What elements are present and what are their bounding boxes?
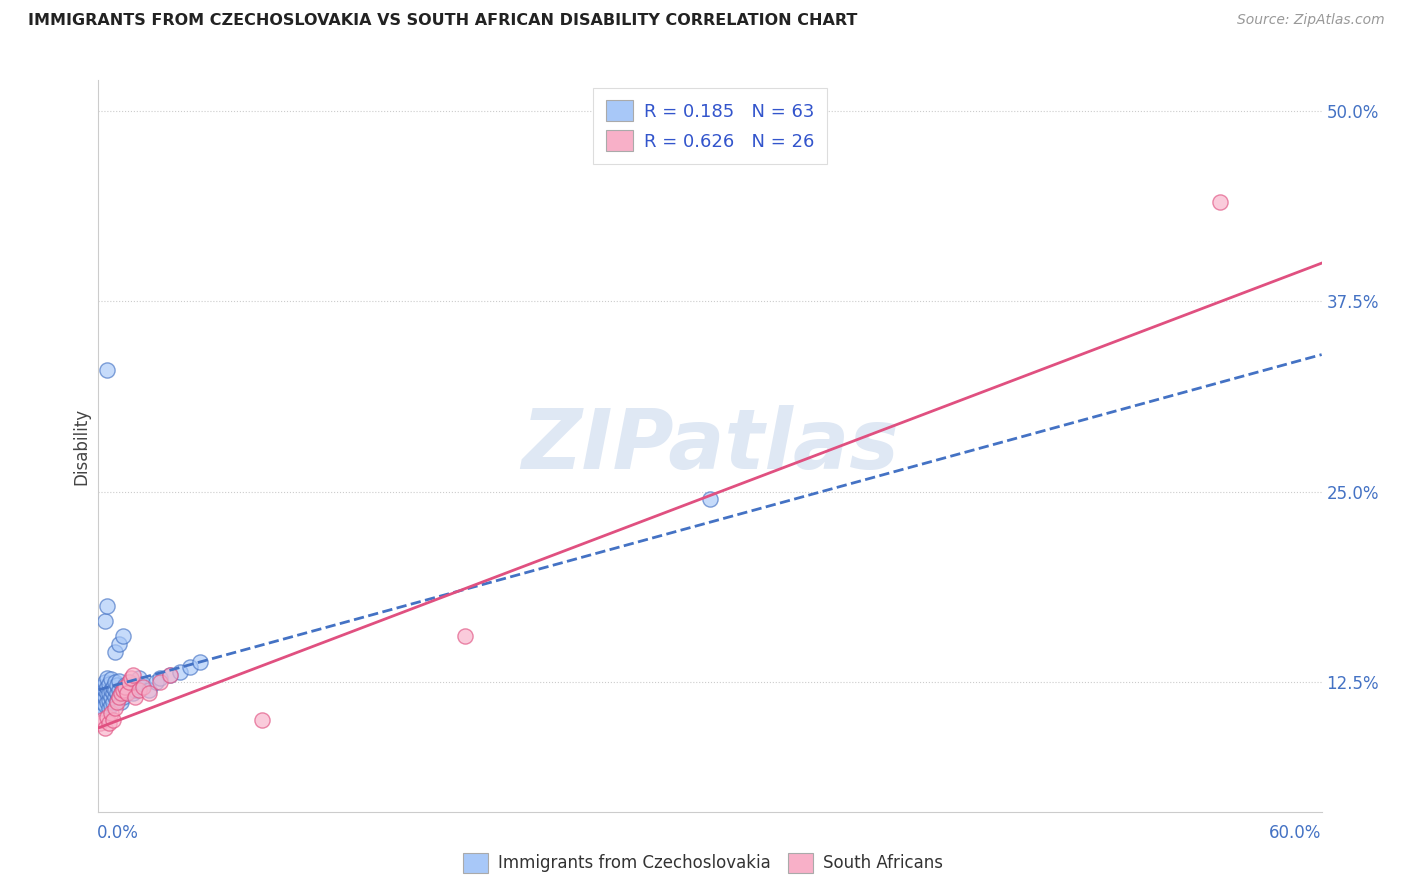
Point <box>128 671 150 685</box>
Point <box>454 630 477 644</box>
Point <box>105 678 128 692</box>
Point <box>108 637 131 651</box>
Point <box>96 680 118 694</box>
Point <box>114 686 136 700</box>
Text: ZIPatlas: ZIPatlas <box>522 406 898 486</box>
Point <box>105 693 128 707</box>
Point <box>91 714 114 728</box>
Point <box>105 695 128 709</box>
Point <box>111 690 134 705</box>
Legend: Immigrants from Czechoslovakia, South Africans: Immigrants from Czechoslovakia, South Af… <box>457 847 949 880</box>
Point <box>115 686 138 700</box>
Text: Source: ZipAtlas.com: Source: ZipAtlas.com <box>1237 13 1385 28</box>
Point <box>122 686 145 700</box>
Point <box>122 667 145 681</box>
Point <box>96 671 118 685</box>
Point <box>188 656 212 670</box>
Point <box>124 690 146 705</box>
Point <box>93 698 115 712</box>
Point <box>96 695 118 709</box>
Point <box>159 667 181 681</box>
Point <box>100 706 122 720</box>
Point <box>132 680 155 694</box>
Point <box>100 682 122 697</box>
Point <box>104 645 127 659</box>
Point <box>108 673 131 688</box>
Text: 0.0%: 0.0% <box>97 824 138 842</box>
Point <box>1209 195 1232 210</box>
Y-axis label: Disability: Disability <box>72 408 90 484</box>
Point <box>89 716 111 731</box>
Point <box>118 675 141 690</box>
Text: 60.0%: 60.0% <box>1270 824 1322 842</box>
Point <box>93 614 115 628</box>
Point <box>111 681 134 696</box>
Point <box>96 599 118 613</box>
Point <box>89 698 111 712</box>
Point <box>100 672 122 686</box>
Point <box>91 680 114 694</box>
Point <box>104 690 127 705</box>
Point <box>101 686 124 700</box>
Point <box>149 675 172 690</box>
Point <box>138 686 160 700</box>
Point <box>105 686 128 700</box>
Point <box>108 682 131 697</box>
Point <box>97 716 120 731</box>
Point <box>149 671 172 685</box>
Point <box>93 690 115 705</box>
Point <box>122 676 145 690</box>
Point <box>101 680 124 694</box>
Legend: R = 0.185   N = 63, R = 0.626   N = 26: R = 0.185 N = 63, R = 0.626 N = 26 <box>593 87 827 163</box>
Point <box>120 671 142 685</box>
Point <box>118 682 141 697</box>
Point <box>114 678 136 692</box>
Point <box>111 682 134 697</box>
Point <box>699 492 721 507</box>
Point <box>93 682 115 697</box>
Text: IMMIGRANTS FROM CZECHOSLOVAKIA VS SOUTH AFRICAN DISABILITY CORRELATION CHART: IMMIGRANTS FROM CZECHOSLOVAKIA VS SOUTH … <box>28 13 858 29</box>
Point <box>101 714 124 728</box>
Point <box>104 701 127 715</box>
Point <box>159 667 181 681</box>
Point <box>124 682 146 697</box>
Point <box>91 686 114 700</box>
Point <box>100 698 122 712</box>
Point <box>89 686 111 700</box>
Point <box>250 714 273 728</box>
Point <box>97 701 120 715</box>
Point <box>96 686 118 700</box>
Point <box>93 675 115 690</box>
Point <box>128 680 150 694</box>
Point <box>97 693 120 707</box>
Point <box>89 690 111 705</box>
Point <box>179 660 201 674</box>
Point <box>104 675 127 690</box>
Point <box>96 710 118 724</box>
Point <box>101 695 124 709</box>
Point <box>138 682 160 697</box>
Point <box>169 665 191 679</box>
Point <box>91 701 114 715</box>
Point <box>114 680 136 694</box>
Point <box>108 690 131 705</box>
Point <box>93 721 115 735</box>
Point <box>91 695 114 709</box>
Point <box>108 690 131 705</box>
Point <box>145 675 167 690</box>
Point <box>111 630 134 644</box>
Point <box>118 675 141 690</box>
Point <box>97 676 120 690</box>
Point <box>132 676 155 690</box>
Point <box>96 363 118 377</box>
Point <box>110 686 132 700</box>
Point <box>104 682 127 697</box>
Point <box>97 686 120 700</box>
Point <box>110 695 132 709</box>
Point <box>110 686 132 700</box>
Point <box>128 682 150 697</box>
Point <box>100 690 122 705</box>
